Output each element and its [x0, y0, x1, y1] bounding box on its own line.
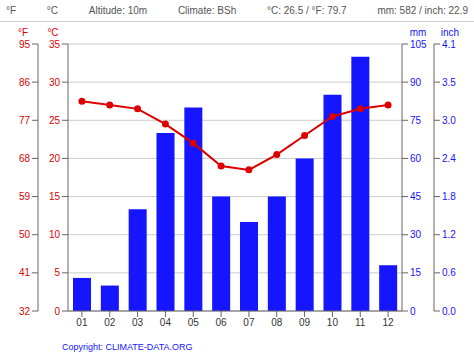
svg-text:5: 5: [54, 267, 60, 278]
html-text:°F: °F: [6, 5, 17, 16]
svg-text:03: 03: [132, 317, 144, 328]
svg-text:25: 25: [49, 115, 61, 126]
svg-text:59: 59: [19, 191, 31, 202]
svg-text:10: 10: [327, 317, 339, 328]
svg-text:2.4: 2.4: [442, 153, 456, 164]
svg-text:07: 07: [243, 317, 255, 328]
svg-text:05: 05: [188, 317, 200, 328]
svg-text:86: 86: [19, 77, 31, 88]
svg-text:0: 0: [410, 306, 416, 317]
svg-text:15: 15: [49, 191, 61, 202]
svg-text:30: 30: [49, 77, 61, 88]
svg-text:11: 11: [355, 317, 366, 328]
svg-text:0.0: 0.0: [442, 306, 456, 317]
svg-text:inch: inch: [441, 27, 459, 38]
svg-text:06: 06: [216, 317, 228, 328]
svg-text:02: 02: [104, 317, 116, 328]
svg-text:3.5: 3.5: [442, 77, 456, 88]
svg-text:41: 41: [19, 267, 31, 278]
svg-text:01: 01: [76, 317, 88, 328]
svg-text:0: 0: [54, 306, 60, 317]
svg-text:04: 04: [160, 317, 172, 328]
svg-text:20: 20: [49, 153, 61, 164]
svg-text:08: 08: [271, 317, 283, 328]
svg-text:32: 32: [19, 306, 31, 317]
html-text:Copyright: CLIMATE-DATA.ORG: Copyright: CLIMATE-DATA.ORG: [62, 342, 193, 352]
svg-text:45: 45: [410, 191, 422, 202]
svg-text:15: 15: [410, 267, 422, 278]
html-text:Altitude: 10m: Altitude: 10m: [88, 5, 148, 16]
svg-text:1.8: 1.8: [442, 191, 456, 202]
svg-text:68: 68: [19, 153, 31, 164]
svg-text:4.1: 4.1: [442, 39, 456, 50]
svg-text:75: 75: [410, 115, 422, 126]
svg-text:77: 77: [19, 115, 31, 126]
svg-text:10: 10: [49, 229, 61, 240]
svg-text:09: 09: [299, 317, 311, 328]
svg-text:3.0: 3.0: [442, 115, 456, 126]
html-text:°C: °C: [46, 5, 59, 16]
svg-text:30: 30: [410, 229, 422, 240]
svg-text:35: 35: [49, 39, 61, 50]
svg-text:95: 95: [19, 39, 31, 50]
html-text:Climate: BSh: Climate: BSh: [177, 5, 237, 16]
svg-text:°C: °C: [47, 27, 58, 38]
svg-text:°F: °F: [18, 27, 28, 38]
svg-text:mm: mm: [410, 27, 427, 38]
svg-text:12: 12: [383, 317, 395, 328]
html-text:°C: 26.5 / °F: 79.7: °C: 26.5 / °F: 79.7: [267, 5, 347, 16]
svg-text:105: 105: [410, 39, 427, 50]
html-text:mm: 582 / inch: 22.9: mm: 582 / inch: 22.9: [377, 5, 468, 16]
svg-text:0.6: 0.6: [442, 267, 456, 278]
svg-text:90: 90: [410, 77, 422, 88]
svg-text:60: 60: [410, 153, 422, 164]
svg-text:50: 50: [19, 229, 31, 240]
svg-text:1.2: 1.2: [442, 229, 456, 240]
